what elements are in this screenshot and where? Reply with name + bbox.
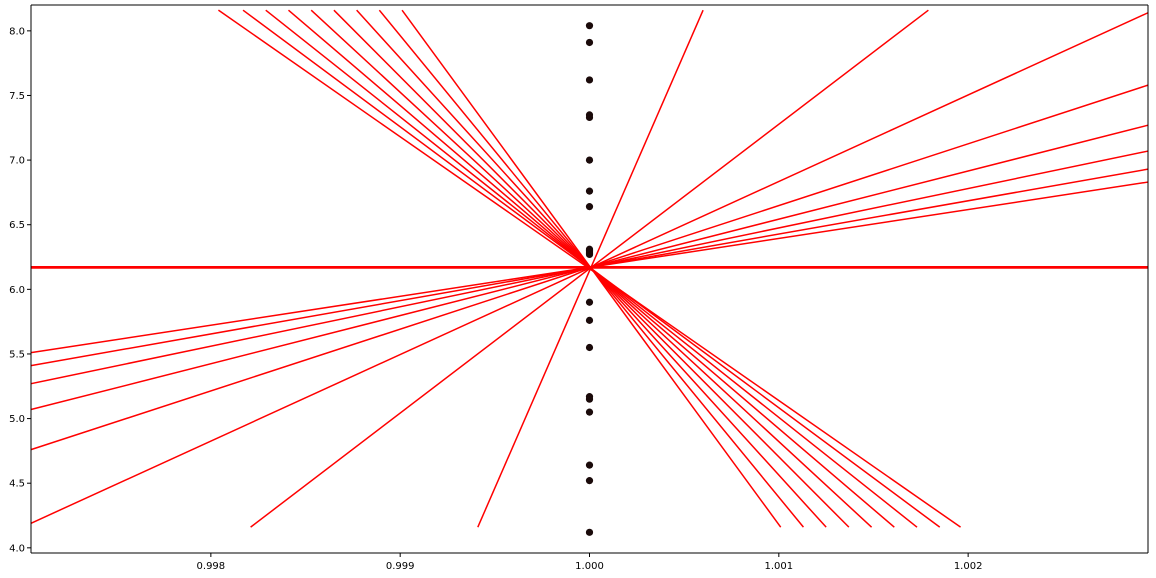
- data-point-16: [586, 396, 593, 403]
- data-point-22: [586, 250, 593, 257]
- x-tick-label: 1.001: [765, 561, 794, 572]
- x-tick-label: 1.000: [575, 561, 604, 572]
- data-point-17: [586, 409, 593, 416]
- x-tick-label: 0.998: [197, 561, 226, 572]
- y-tick-label: 5.5: [9, 349, 25, 360]
- data-point-2: [586, 39, 593, 46]
- y-tick-label: 7.0: [9, 156, 25, 167]
- series-lines: [31, 10, 1148, 527]
- y-tick-label: 7.5: [9, 91, 25, 102]
- y-tick-label: 4.0: [9, 543, 25, 554]
- data-point-6: [586, 156, 593, 163]
- data-point-1: [586, 22, 593, 29]
- series-points: [586, 22, 593, 536]
- data-point-3: [586, 76, 593, 83]
- y-tick-label: 6.0: [9, 285, 25, 296]
- data-point-5: [586, 114, 593, 121]
- data-point-13: [586, 317, 593, 324]
- x-tick-label: 1.002: [954, 561, 983, 572]
- x-tick-label: 0.999: [386, 561, 415, 572]
- y-tick-label: 8.0: [9, 26, 25, 37]
- data-point-20: [586, 529, 593, 536]
- y-tick-label: 5.0: [9, 414, 25, 425]
- data-point-7: [586, 188, 593, 195]
- data-point-8: [586, 203, 593, 210]
- y-tick-label: 4.5: [9, 479, 25, 490]
- y-tick-label: 6.5: [9, 220, 25, 231]
- data-point-14: [586, 344, 593, 351]
- data-point-19: [586, 477, 593, 484]
- data-point-18: [586, 462, 593, 469]
- data-point-12: [586, 299, 593, 306]
